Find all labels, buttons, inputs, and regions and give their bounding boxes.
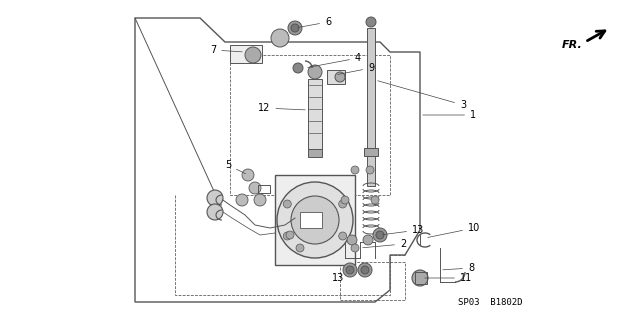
Text: 2: 2 xyxy=(363,239,406,249)
Text: 13: 13 xyxy=(332,270,350,283)
Circle shape xyxy=(347,235,357,245)
Circle shape xyxy=(376,231,384,239)
Text: 1: 1 xyxy=(423,110,476,120)
Text: 10: 10 xyxy=(428,223,480,237)
Circle shape xyxy=(293,63,303,73)
Circle shape xyxy=(308,65,322,79)
Text: 8: 8 xyxy=(443,263,474,273)
Circle shape xyxy=(366,166,374,174)
Bar xyxy=(367,156,375,186)
Bar xyxy=(308,149,322,157)
Circle shape xyxy=(371,196,379,204)
Text: 7: 7 xyxy=(210,45,242,55)
Circle shape xyxy=(291,24,299,32)
Text: 5: 5 xyxy=(225,160,246,174)
Circle shape xyxy=(339,232,347,240)
Text: SP03  B1802D: SP03 B1802D xyxy=(458,298,522,307)
Text: 9: 9 xyxy=(338,63,374,74)
Circle shape xyxy=(373,228,387,242)
Text: 4: 4 xyxy=(308,53,361,68)
Text: FR.: FR. xyxy=(563,40,583,50)
Bar xyxy=(275,175,355,265)
Circle shape xyxy=(361,266,369,274)
Circle shape xyxy=(245,47,261,63)
Text: 3: 3 xyxy=(378,81,466,110)
Bar xyxy=(327,70,345,84)
Circle shape xyxy=(207,190,223,206)
Circle shape xyxy=(363,235,373,245)
Circle shape xyxy=(346,266,354,274)
Text: 11: 11 xyxy=(425,273,472,283)
Circle shape xyxy=(366,17,376,27)
Circle shape xyxy=(288,21,302,35)
Bar xyxy=(340,262,405,300)
Circle shape xyxy=(207,204,223,220)
Circle shape xyxy=(343,263,357,277)
Bar xyxy=(258,185,270,193)
Circle shape xyxy=(249,182,261,194)
Circle shape xyxy=(284,200,291,208)
Circle shape xyxy=(309,214,321,226)
Text: 13: 13 xyxy=(383,225,424,235)
Circle shape xyxy=(271,29,289,47)
Circle shape xyxy=(236,194,248,206)
Circle shape xyxy=(335,72,345,82)
Circle shape xyxy=(296,244,304,252)
Circle shape xyxy=(412,270,428,286)
Circle shape xyxy=(242,169,254,181)
Bar xyxy=(308,79,322,149)
Circle shape xyxy=(284,232,291,240)
Circle shape xyxy=(351,244,359,252)
Text: 12: 12 xyxy=(258,103,305,113)
Bar xyxy=(364,148,378,156)
Circle shape xyxy=(291,196,339,244)
Circle shape xyxy=(341,196,349,204)
Bar xyxy=(367,28,375,148)
Bar xyxy=(300,212,322,228)
Circle shape xyxy=(358,263,372,277)
Circle shape xyxy=(254,194,266,206)
Circle shape xyxy=(286,231,294,239)
Bar xyxy=(230,45,262,63)
Circle shape xyxy=(277,182,353,258)
Text: 6: 6 xyxy=(298,17,331,27)
Circle shape xyxy=(339,200,347,208)
Circle shape xyxy=(351,166,359,174)
Bar xyxy=(415,272,427,284)
